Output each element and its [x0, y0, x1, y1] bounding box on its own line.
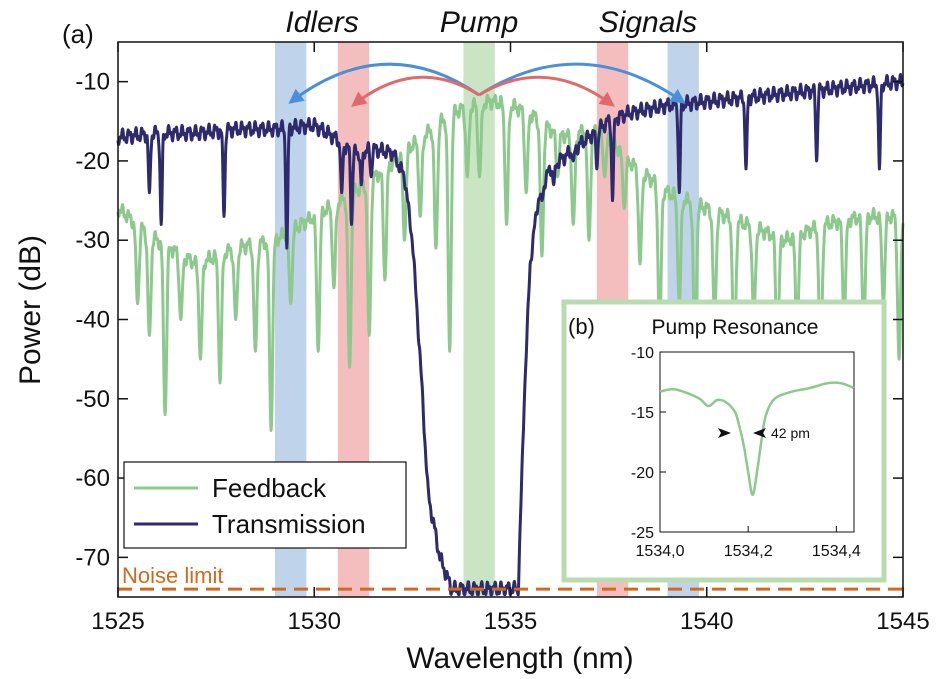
x-tick-label-1: 1530 [288, 608, 341, 635]
inset-y-tick-label-2: -15 [631, 405, 654, 422]
y-tick-label-4: -30 [75, 227, 110, 254]
fwhm-annotation: 42 pm [771, 425, 810, 441]
x-tick-label-4: 1545 [876, 608, 929, 635]
arrow-3 [478, 75, 615, 107]
fwhm-arrow-right [753, 428, 766, 438]
y-tick-label-0: -70 [75, 544, 110, 571]
y-tick-label-1: -60 [75, 465, 110, 492]
arrow-2 [351, 75, 480, 107]
noise-limit-label: Noise limit [122, 563, 223, 588]
band-pump-2 [463, 42, 495, 597]
inset-x-tick-label-2: 1534,4 [812, 543, 861, 560]
legend-box [123, 461, 407, 549]
inset-panel: (b) Pump Resonance 1534,0 1534,2 1534,4 -25… [561, 299, 887, 583]
main-axis-ticks: 1525 1530 1535 1540 1545 -70 -60 -50 -40 -30 -20 -1… [75, 42, 930, 635]
inset-feedback-line [659, 381, 855, 497]
x-tick-label-3: 1540 [680, 608, 733, 635]
y-tick-label-3: -40 [75, 307, 110, 334]
inset-x-tick-label-0: 1534,0 [636, 543, 685, 560]
legend: Feedback Transmission [123, 461, 407, 549]
inset-y-tick-label-0: -25 [631, 525, 654, 542]
legend-label-feedback: Feedback [212, 473, 327, 503]
series-feedback-line [116, 93, 905, 432]
arrow-0 [288, 62, 480, 104]
legend-label-transmission: Transmission [212, 509, 366, 539]
inset-border [561, 299, 887, 583]
inset-series [659, 381, 855, 497]
y-tick-label-2: -50 [75, 386, 110, 413]
inset-y-tick-label-1: -20 [631, 465, 654, 482]
panel-b-label: (b) [568, 314, 595, 339]
inset-x-tick-label-1: 1534,2 [724, 543, 773, 560]
signals-label: Signals [599, 6, 697, 39]
inset-axis-ticks: 1534,0 1534,2 1534,4 -25 -20 -15 -10 [631, 345, 861, 560]
x-tick-label-0: 1525 [91, 608, 144, 635]
fwhm-arrows [718, 428, 766, 438]
arrow-1 [478, 62, 686, 104]
x-tick-label-2: 1535 [484, 608, 537, 635]
y-tick-label-5: -20 [75, 148, 110, 175]
y-tick-label-6: -10 [75, 69, 110, 96]
x-axis-label: Wavelength (nm) [406, 642, 633, 675]
inset-title: Pump Resonance [652, 316, 819, 339]
panel-a-label: (a) [62, 19, 94, 49]
y-axis-label: Power (dB) [14, 235, 47, 385]
inset-y-tick-label-3: -10 [631, 345, 654, 362]
idlers-label: Idlers [285, 6, 358, 39]
fwhm-arrow-left [718, 428, 731, 438]
pump-label: Pump [440, 6, 518, 39]
conversion-arrows [288, 62, 686, 107]
inset-frame [659, 351, 855, 533]
